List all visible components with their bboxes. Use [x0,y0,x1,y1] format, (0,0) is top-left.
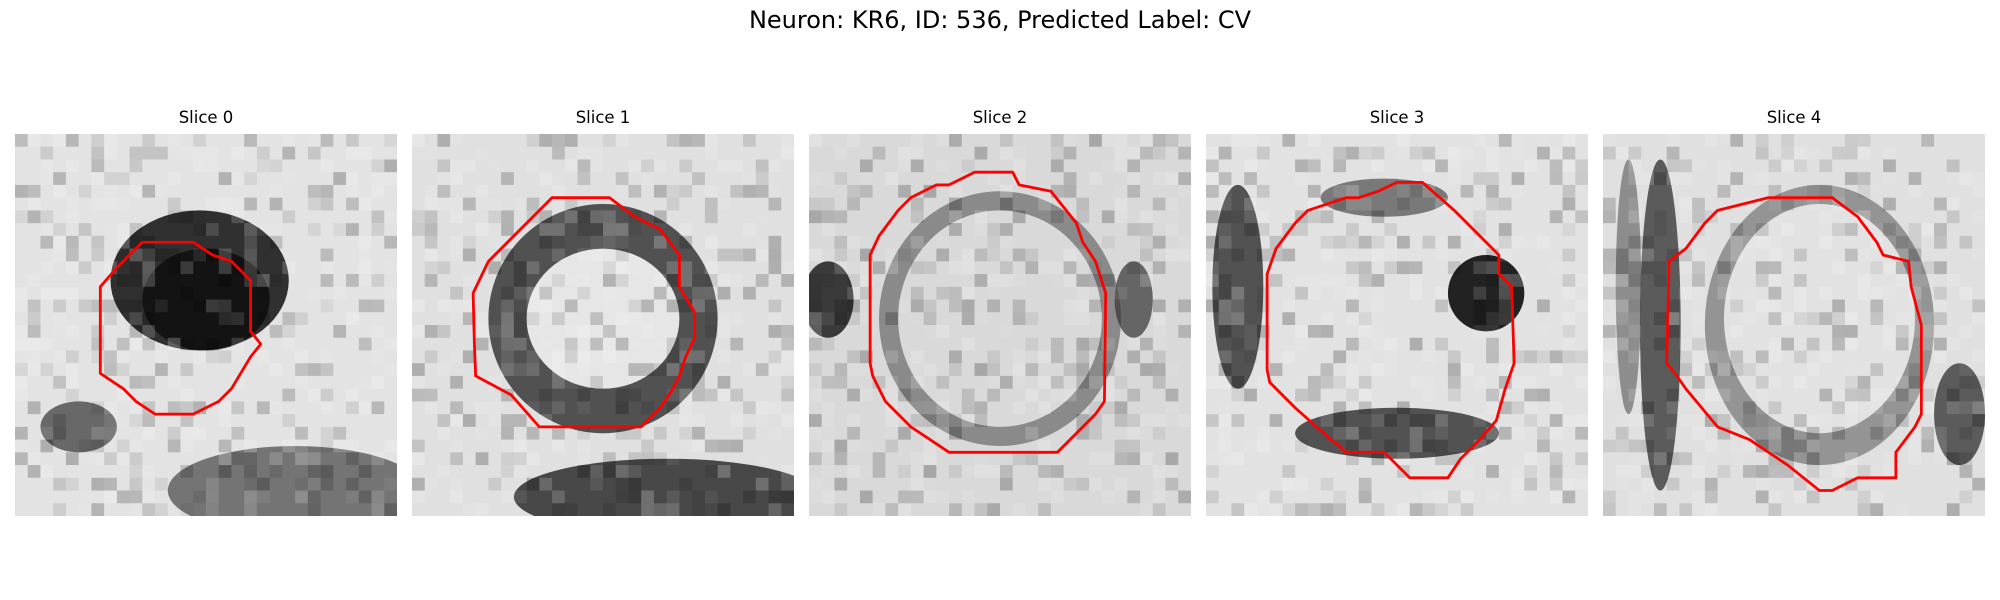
figure-title: Neuron: KR6, ID: 536, Predicted Label: C… [748,6,1252,34]
slice-image [1603,134,1985,516]
slice-image [15,134,397,516]
slice-image [412,134,794,516]
slice-title: Slice 3 [1369,108,1425,127]
slice-title: Slice 0 [178,108,234,127]
slice-title: Slice 1 [575,108,631,127]
slice-image [1206,134,1588,516]
slice-image [809,134,1191,516]
slice-title: Slice 2 [972,108,1028,127]
slice-title: Slice 4 [1766,108,1822,127]
